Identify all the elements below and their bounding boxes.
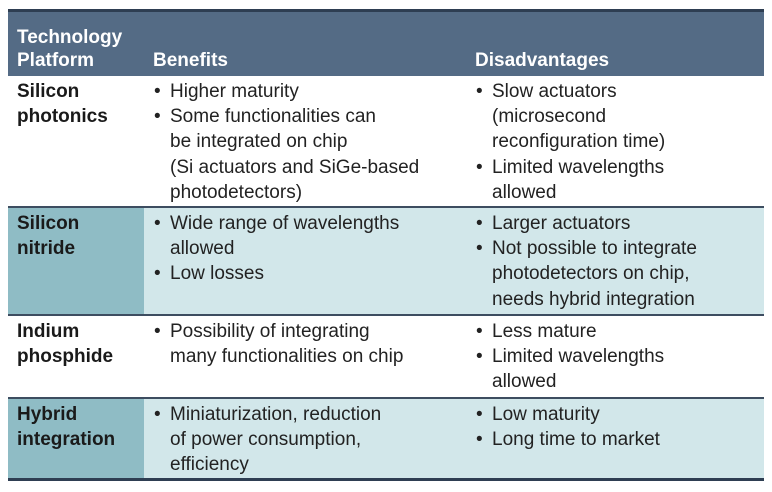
list-item: Slow actuators (microsecond reconfiguratio… [475, 79, 760, 155]
row-divider [8, 314, 764, 316]
header-disadvantages: Disadvantages [475, 50, 610, 71]
disadvantages-list: Less mature Limited wavelengths allowed [475, 319, 760, 395]
platform-name-line2: photonics [17, 106, 108, 127]
list-item: Wide range of wavelengths allowed [153, 211, 468, 261]
line: Not possible to integrate [492, 238, 697, 260]
line: Limited wavelengths [492, 346, 665, 368]
line: (Si actuators and SiGe-based [170, 156, 420, 178]
line: allowed [492, 371, 557, 393]
platform-name-line1: Silicon [17, 213, 80, 234]
table-header: Technology Platform Benefits Disadvantag… [8, 12, 764, 76]
table-row-hybrid-integration: Hybrid integration Miniaturization, redu… [8, 399, 764, 478]
table-row-indium-phosphide: Indium phosphide Possibility of integrat… [8, 316, 764, 397]
table-bottom-rule [8, 478, 764, 481]
line: photodetectors) [170, 181, 303, 203]
platform-name-line1: Hybrid [17, 404, 78, 425]
table-top-rule [8, 9, 764, 12]
list-item: Possibility of integrating many functiona… [153, 319, 468, 369]
line: efficiency [170, 454, 249, 476]
platform-cell [8, 208, 144, 314]
list-item: Not possible to integrate photodetectors … [475, 236, 760, 312]
line: of power consumption, [170, 429, 362, 451]
list-item: Less mature [475, 319, 760, 344]
list-item: Higher maturity [153, 79, 468, 104]
line: photodetectors on chip, [492, 263, 690, 285]
line: allowed [492, 181, 557, 203]
line: be integrated on chip [170, 131, 348, 153]
list-item: Long time to market [475, 427, 760, 452]
list-item: Larger actuators [475, 211, 760, 236]
row-divider [8, 397, 764, 399]
platform-name: Silicon nitride [17, 211, 79, 261]
row-divider [8, 206, 764, 208]
platform-name-line2: phosphide [17, 346, 114, 367]
line: (microsecond [492, 106, 607, 128]
line: reconfiguration time) [492, 131, 666, 153]
list-item: Low losses [153, 261, 468, 286]
platform-name-line1: Indium [17, 321, 80, 342]
list-item: Low maturity [475, 402, 760, 427]
table-row-silicon-photonics: Silicon photonics Higher maturity Some f… [8, 76, 764, 206]
header-platform-line1: Technology [17, 27, 123, 48]
line: many functionalities on chip [170, 346, 404, 368]
platform-name-line2: integration [17, 429, 116, 450]
line: needs hybrid integration [492, 288, 695, 310]
line: Slow actuators [492, 81, 617, 102]
line: Miniaturization, reduction [170, 404, 382, 425]
list-item: Miniaturization, reduction of power consu… [153, 402, 468, 478]
technology-platform-table: Technology Platform Benefits Disadvantag… [8, 9, 764, 481]
line: Some functionalities can [170, 106, 376, 128]
line: Limited wavelengths [492, 156, 665, 178]
platform-name: Silicon photonics [17, 79, 108, 129]
platform-name-line1: Silicon [17, 81, 80, 102]
disadvantages-list: Low maturity Long time to market [475, 402, 760, 453]
header-platform: Technology Platform [17, 26, 122, 72]
platform-name: Indium phosphide [17, 319, 113, 369]
platform-cell [8, 399, 144, 478]
platform-name-line2: nitride [17, 238, 76, 259]
line: allowed [170, 238, 235, 260]
list-item: Limited wavelengths allowed [475, 344, 760, 394]
disadvantages-list: Slow actuators (microsecond reconfiguratio… [475, 79, 760, 205]
table-row-silicon-nitride: Silicon nitride Wide range of wavelength… [8, 208, 764, 314]
benefits-list: Wide range of wavelengths allowed Low los… [153, 211, 468, 287]
benefits-list: Higher maturity Some functionalities can… [153, 79, 468, 205]
line: Possibility of integrating [170, 321, 370, 342]
disadvantages-list: Larger actuators Not possible to integra… [475, 211, 760, 312]
list-item: Limited wavelengths allowed [475, 155, 760, 205]
benefits-list: Possibility of integrating many functiona… [153, 319, 468, 369]
line: Wide range of wavelengths [170, 213, 400, 234]
benefits-list: Miniaturization, reduction of power consu… [153, 402, 468, 478]
header-benefits: Benefits [153, 50, 228, 71]
platform-name: Hybrid integration [17, 402, 115, 452]
list-item: Some functionalities can be integrated on… [153, 104, 468, 205]
header-platform-line2: Platform [17, 50, 95, 71]
